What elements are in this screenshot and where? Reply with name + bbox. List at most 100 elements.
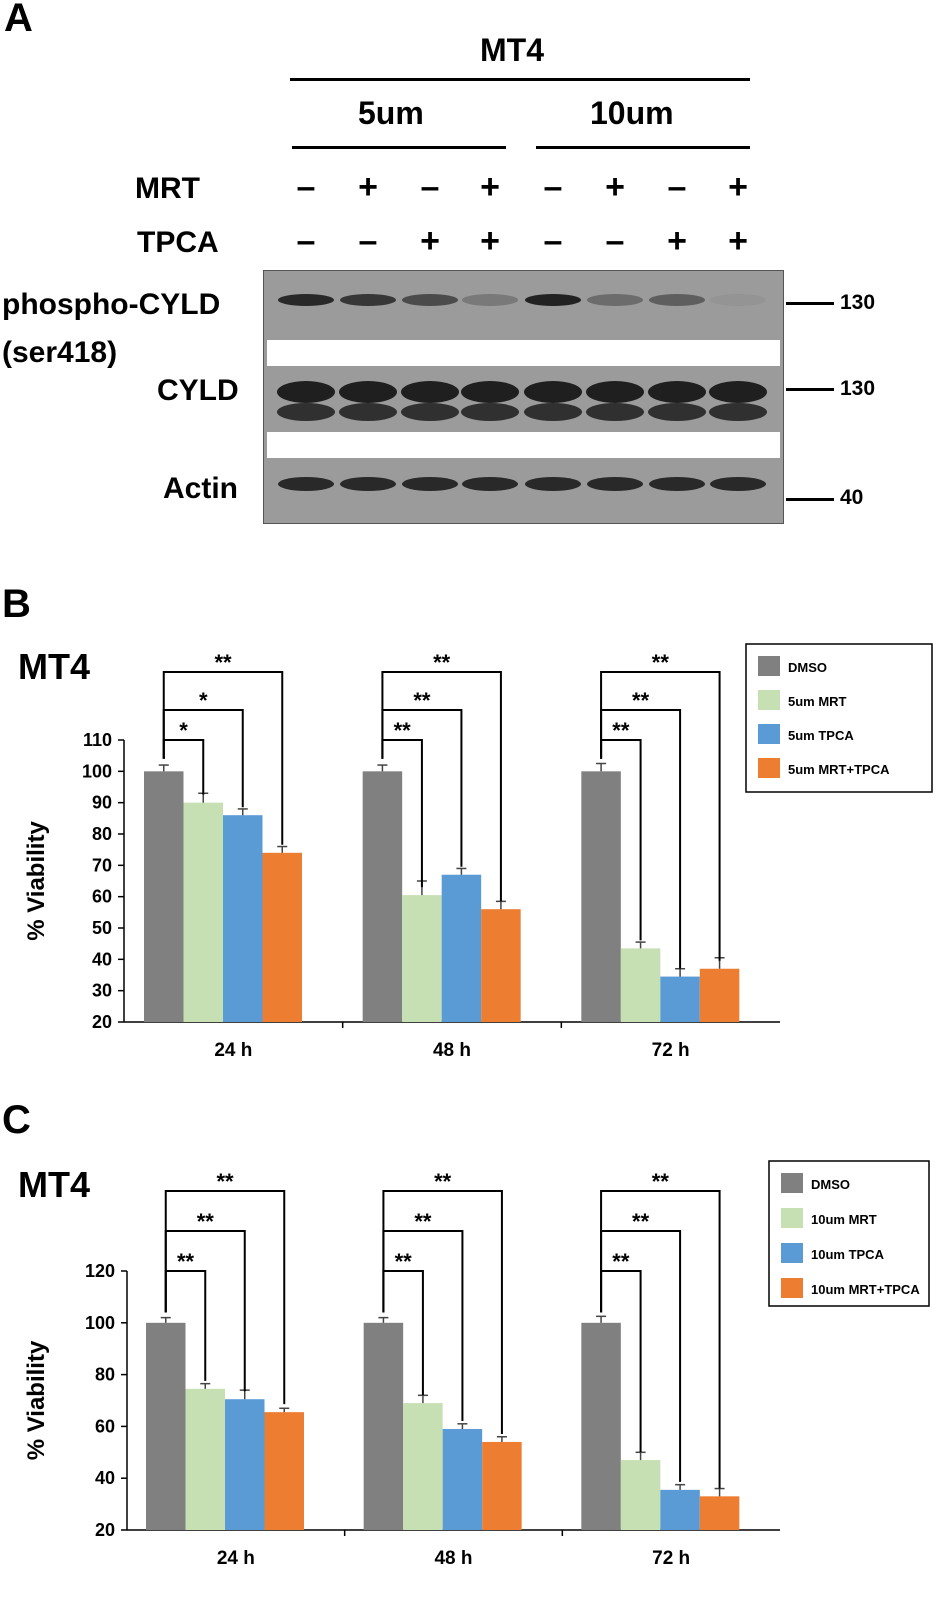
treatment-sign: –: [543, 168, 563, 206]
bar: [185, 1388, 225, 1530]
blot-band: [461, 403, 519, 421]
bar: [146, 1322, 186, 1530]
blot-band: [462, 294, 518, 306]
mw-label-actin: 40: [840, 486, 864, 509]
panel-a-letter: A: [4, 0, 33, 40]
blot-band: [649, 477, 705, 491]
bar: [441, 874, 482, 1022]
blot-band: [648, 381, 706, 403]
significance-marker: **: [632, 688, 650, 713]
blot-band: [277, 381, 335, 403]
chart-b-title: MT4: [18, 646, 90, 687]
significance-bracket: [381, 671, 502, 902]
y-axis-label: % Viability: [23, 821, 50, 941]
blot-band: [401, 381, 459, 403]
blot-band: [277, 403, 335, 421]
legend-label: 10um MRT: [811, 1212, 877, 1227]
concentration-10um-underline: [536, 146, 750, 149]
blot-label-phospho-cyld: phospho-CYLD: [2, 288, 221, 321]
significance-marker: **: [632, 1209, 650, 1234]
panel-b-letter: B: [2, 582, 31, 626]
significance-marker: **: [177, 1249, 195, 1274]
treatment-sign: +: [605, 168, 625, 206]
bar: [581, 1322, 621, 1530]
significance-marker: **: [652, 650, 670, 675]
bar: [442, 1428, 483, 1530]
x-tick-label: 48 h: [434, 1548, 472, 1569]
panel-c-letter: C: [2, 1098, 31, 1142]
bar: [481, 909, 521, 1022]
legend-label: DMSO: [811, 1177, 850, 1192]
cell-line-underline: [290, 78, 750, 81]
bar: [225, 1399, 265, 1530]
western-blot-svg: [262, 269, 785, 525]
y-tick-label: 70: [92, 855, 112, 875]
blot-band: [587, 294, 643, 306]
blot-band: [461, 381, 519, 403]
significance-bracket: [164, 1190, 286, 1405]
blot-label-actin: Actin: [163, 472, 238, 505]
treatment-sign: +: [420, 222, 440, 260]
y-tick-label: 90: [92, 793, 112, 813]
concentration-label-10um: 10um: [590, 95, 674, 131]
bar: [699, 1496, 740, 1530]
significance-marker: **: [413, 688, 431, 713]
y-tick-label: 120: [85, 1261, 115, 1281]
bar: [183, 802, 223, 1022]
bar: [223, 815, 263, 1022]
blot-band: [278, 294, 334, 306]
y-tick-label: 50: [92, 918, 112, 938]
blot-band: [587, 477, 643, 491]
blot-band: [524, 403, 582, 421]
blot-band: [710, 477, 766, 491]
significance-marker: **: [652, 1169, 670, 1194]
bar: [363, 1322, 404, 1530]
significance-marker: **: [197, 1209, 215, 1234]
blot-band: [340, 477, 396, 491]
bar: [660, 976, 700, 1022]
bar: [403, 1403, 443, 1530]
y-tick-label: 80: [95, 1365, 115, 1385]
blot-bands: [277, 294, 767, 491]
blot-band: [525, 477, 581, 491]
x-tick-label: 72 h: [652, 1040, 690, 1061]
legend-label: 10um MRT+TPCA: [811, 1282, 920, 1297]
blot-band: [710, 294, 766, 306]
blot-band: [401, 403, 459, 421]
blot-label-cyld: CYLD: [157, 374, 239, 407]
treatment-sign: –: [605, 222, 625, 260]
treatment-sign: +: [480, 222, 500, 260]
legend-swatch: [758, 656, 780, 676]
significance-marker: *: [199, 688, 208, 713]
treatment-sign: –: [420, 168, 440, 206]
mw-label-cyld: 130: [840, 377, 876, 400]
significance-marker: **: [612, 1249, 630, 1274]
blot-band: [278, 477, 334, 491]
legend-label: 10um TPCA: [811, 1247, 885, 1262]
legend-label: 5um MRT: [788, 694, 847, 709]
y-tick-label: 60: [92, 887, 112, 907]
legend-swatch: [781, 1278, 803, 1298]
y-tick-label: 40: [92, 949, 112, 969]
significance-marker: **: [612, 718, 630, 743]
concentration-5um-underline: [292, 146, 506, 149]
treatment-sign: +: [728, 168, 748, 206]
bar: [482, 1441, 522, 1530]
significance-marker: **: [394, 718, 412, 743]
y-tick-label: 100: [85, 1313, 115, 1333]
legend-swatch: [781, 1243, 803, 1263]
treatment-sign: +: [728, 222, 748, 260]
y-tick-label: 100: [82, 761, 112, 781]
bar: [699, 968, 740, 1022]
treatment-sign: –: [296, 222, 316, 260]
blot-band: [340, 294, 396, 306]
blot-band: [524, 381, 582, 403]
treatment-sign: +: [480, 168, 500, 206]
chart-c-title: MT4: [18, 1164, 90, 1205]
legend-label: DMSO: [788, 660, 827, 675]
significance-bracket: [600, 1190, 721, 1489]
mw-label-phospho: 130: [840, 291, 876, 314]
y-tick-label: 40: [95, 1468, 115, 1488]
